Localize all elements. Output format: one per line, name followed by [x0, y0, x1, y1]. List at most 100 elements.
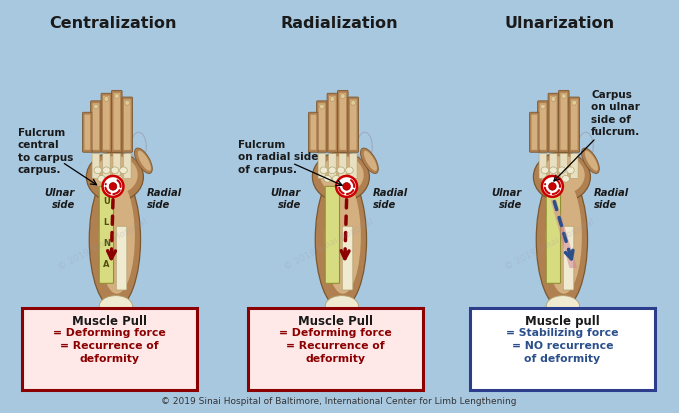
Text: © 2019 Sinai Hospital: © 2019 Sinai Hospital — [283, 218, 375, 273]
FancyBboxPatch shape — [340, 93, 346, 150]
Ellipse shape — [549, 167, 557, 173]
Ellipse shape — [332, 176, 340, 182]
Text: of deformity: of deformity — [524, 354, 600, 364]
Ellipse shape — [99, 296, 132, 316]
FancyBboxPatch shape — [316, 101, 327, 152]
FancyBboxPatch shape — [571, 100, 578, 150]
FancyBboxPatch shape — [122, 97, 132, 152]
Ellipse shape — [320, 167, 327, 173]
FancyBboxPatch shape — [350, 100, 356, 150]
FancyBboxPatch shape — [329, 96, 335, 150]
Ellipse shape — [546, 180, 582, 294]
Ellipse shape — [325, 180, 361, 294]
FancyBboxPatch shape — [549, 154, 557, 178]
Ellipse shape — [337, 167, 345, 173]
Ellipse shape — [94, 167, 102, 173]
FancyBboxPatch shape — [124, 100, 130, 150]
Ellipse shape — [325, 296, 359, 316]
FancyBboxPatch shape — [550, 96, 557, 150]
FancyBboxPatch shape — [559, 90, 569, 152]
Ellipse shape — [107, 176, 114, 182]
FancyBboxPatch shape — [339, 154, 346, 178]
FancyBboxPatch shape — [83, 112, 92, 152]
Ellipse shape — [138, 151, 151, 171]
Ellipse shape — [115, 94, 120, 99]
Text: © 2019 Sinai Hospital: © 2019 Sinai Hospital — [57, 218, 149, 273]
FancyBboxPatch shape — [564, 226, 574, 290]
Ellipse shape — [585, 151, 598, 171]
Polygon shape — [551, 200, 577, 268]
Text: A: A — [103, 260, 109, 269]
Ellipse shape — [89, 171, 141, 309]
Text: Ulnar
side: Ulnar side — [45, 188, 75, 210]
Ellipse shape — [351, 100, 356, 105]
FancyBboxPatch shape — [560, 93, 567, 150]
Ellipse shape — [86, 152, 143, 202]
Ellipse shape — [341, 176, 348, 182]
FancyBboxPatch shape — [470, 308, 655, 390]
FancyBboxPatch shape — [548, 93, 559, 152]
Text: Muscle Pull: Muscle Pull — [298, 315, 373, 328]
FancyBboxPatch shape — [111, 90, 122, 152]
Text: Centralization: Centralization — [50, 16, 177, 31]
Text: L: L — [104, 218, 109, 227]
Ellipse shape — [320, 104, 325, 109]
FancyBboxPatch shape — [350, 154, 357, 178]
Circle shape — [336, 176, 357, 197]
Text: = Stabilizing force: = Stabilizing force — [507, 328, 619, 338]
Text: Carpus
on ulnar
side of
fulcrum.: Carpus on ulnar side of fulcrum. — [591, 90, 640, 137]
FancyBboxPatch shape — [327, 93, 337, 152]
Circle shape — [542, 176, 563, 197]
Text: Radialization: Radialization — [280, 16, 398, 31]
FancyBboxPatch shape — [560, 154, 568, 178]
Ellipse shape — [541, 156, 585, 194]
FancyBboxPatch shape — [103, 96, 110, 150]
Ellipse shape — [329, 167, 336, 173]
FancyBboxPatch shape — [569, 97, 579, 152]
FancyBboxPatch shape — [92, 154, 100, 178]
Ellipse shape — [94, 156, 138, 194]
Ellipse shape — [324, 176, 331, 182]
Text: = NO recurrence: = NO recurrence — [512, 341, 613, 351]
Text: = Deforming force: = Deforming force — [279, 328, 392, 338]
Ellipse shape — [115, 176, 122, 182]
FancyBboxPatch shape — [103, 154, 110, 178]
FancyBboxPatch shape — [342, 226, 353, 290]
Text: Fulcrum
on radial side
of carpus.: Fulcrum on radial side of carpus. — [238, 140, 318, 175]
FancyBboxPatch shape — [92, 103, 99, 150]
Ellipse shape — [551, 97, 555, 101]
FancyBboxPatch shape — [532, 115, 537, 150]
Text: Ulnar
side: Ulnar side — [271, 188, 301, 210]
Ellipse shape — [562, 176, 570, 182]
Ellipse shape — [330, 97, 335, 101]
Ellipse shape — [98, 180, 135, 294]
Ellipse shape — [553, 176, 561, 182]
FancyBboxPatch shape — [348, 97, 359, 152]
Ellipse shape — [320, 156, 364, 194]
FancyBboxPatch shape — [308, 112, 318, 152]
FancyBboxPatch shape — [337, 90, 348, 152]
Ellipse shape — [134, 148, 152, 173]
Text: Muscle pull: Muscle pull — [525, 315, 600, 328]
Ellipse shape — [540, 104, 545, 109]
Text: Ulnarization: Ulnarization — [505, 16, 615, 31]
FancyBboxPatch shape — [546, 186, 561, 283]
FancyBboxPatch shape — [124, 154, 131, 178]
FancyBboxPatch shape — [310, 115, 316, 150]
FancyBboxPatch shape — [539, 154, 547, 178]
FancyBboxPatch shape — [248, 308, 423, 390]
Text: N: N — [103, 239, 110, 248]
Ellipse shape — [346, 167, 353, 173]
Ellipse shape — [562, 94, 566, 99]
Ellipse shape — [315, 171, 367, 309]
Text: © 2019 Sinai Hospital: © 2019 Sinai Hospital — [504, 218, 596, 273]
Ellipse shape — [536, 171, 587, 309]
FancyBboxPatch shape — [99, 186, 113, 283]
FancyBboxPatch shape — [113, 154, 121, 178]
Text: = Recurrence of: = Recurrence of — [60, 341, 159, 351]
FancyBboxPatch shape — [329, 154, 336, 178]
FancyBboxPatch shape — [540, 103, 546, 150]
Text: Muscle Pull: Muscle Pull — [72, 315, 147, 328]
FancyBboxPatch shape — [113, 93, 120, 150]
Text: Fulcrum
central
to carpus
carpus.: Fulcrum central to carpus carpus. — [18, 128, 73, 175]
